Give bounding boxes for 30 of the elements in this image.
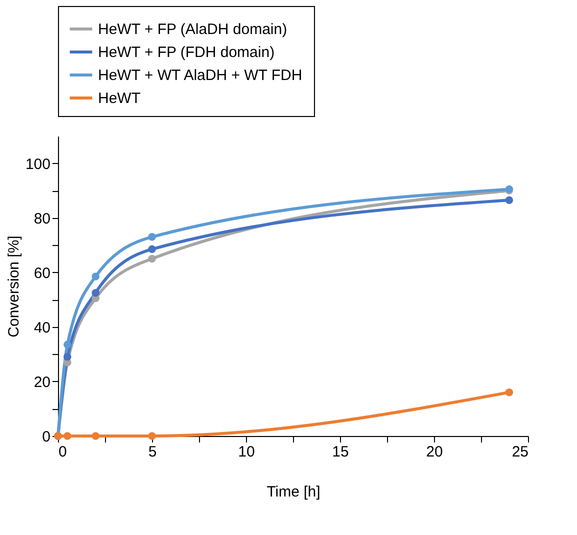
point bbox=[64, 340, 72, 348]
y-tick-label: 60 bbox=[34, 264, 50, 282]
x-tick-label: 20 bbox=[426, 444, 443, 460]
legend-label: HeWT + FP (FDH domain) bbox=[98, 44, 275, 61]
y-tick-label: 100 bbox=[25, 156, 50, 173]
legend-label: HeWT + WT AlaDH + WT FDH bbox=[98, 67, 302, 84]
legend-label: HeWT bbox=[98, 90, 140, 107]
y-axis-title: Conversion [%] bbox=[5, 236, 22, 338]
point bbox=[505, 388, 514, 396]
y-tick-label: 0 bbox=[42, 428, 50, 446]
point bbox=[505, 196, 514, 204]
legend-label: HeWT + FP (AlaDH domain) bbox=[98, 21, 288, 38]
x-tick-label: 0 bbox=[58, 444, 67, 460]
point bbox=[92, 432, 100, 440]
y-tick-label: 80 bbox=[34, 210, 50, 228]
x-tick-label: 25 bbox=[512, 444, 528, 460]
x-tick-label: 10 bbox=[238, 444, 255, 460]
x-tick-label: 5 bbox=[148, 444, 157, 460]
point bbox=[148, 432, 156, 440]
point bbox=[148, 245, 156, 254]
point bbox=[64, 432, 72, 440]
point bbox=[148, 254, 156, 263]
point bbox=[64, 353, 72, 361]
point bbox=[92, 272, 100, 280]
x-axis-title: Time [h] bbox=[266, 484, 320, 500]
y-tick-label: 20 bbox=[34, 374, 50, 391]
point bbox=[148, 233, 156, 241]
x-tick-label: 15 bbox=[332, 444, 349, 460]
point bbox=[92, 288, 100, 297]
y-tick-label: 40 bbox=[34, 319, 50, 336]
